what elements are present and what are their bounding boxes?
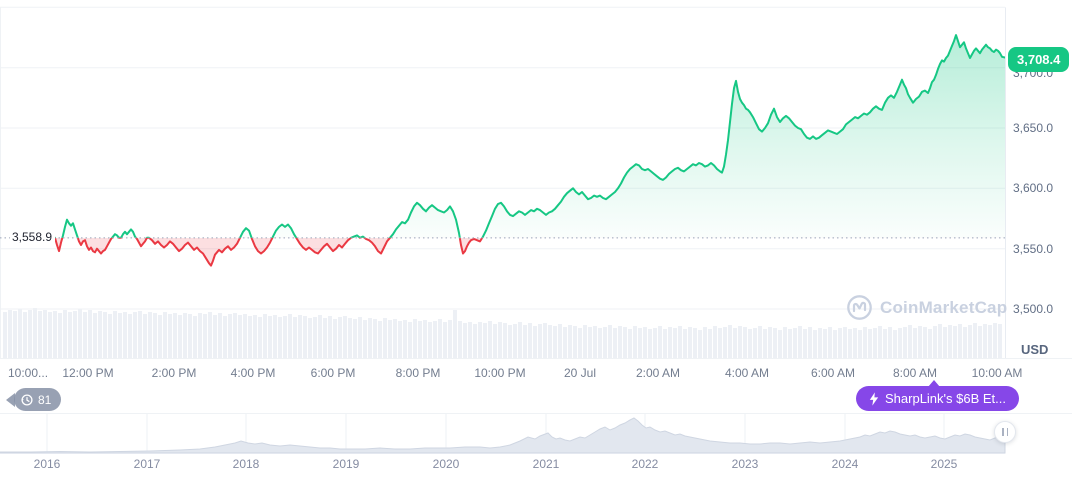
lightning-bolt-icon <box>869 391 879 406</box>
price-tick-label: 3,600.0 <box>1013 181 1054 196</box>
time-tick-label: 6:00 AM <box>810 366 856 380</box>
history-clock-icon <box>20 393 34 407</box>
year-tick-label[interactable]: 2022 <box>631 457 659 471</box>
time-tick-label: 10:00... <box>8 366 49 380</box>
watermark: CoinMarketCap <box>846 294 1007 321</box>
watermark-text: CoinMarketCap <box>880 297 1008 317</box>
news-label: SharpLink's $6B Et... <box>885 391 1006 406</box>
year-tick-label[interactable]: 2024 <box>831 457 859 471</box>
year-tick-label[interactable]: 2016 <box>33 457 61 471</box>
currency-label[interactable]: USD <box>1021 342 1049 357</box>
baseline-price-label: 3,558.9 <box>10 230 56 244</box>
year-tick-label[interactable]: 2025 <box>930 457 958 471</box>
year-tick-label[interactable]: 2020 <box>432 457 460 471</box>
time-tick-label: 12:00 PM <box>62 366 114 380</box>
price-tick-label: 3,550.0 <box>1013 241 1054 256</box>
time-tick-label: 10:00 AM <box>971 366 1023 380</box>
history-badge[interactable]: 81 <box>5 388 62 411</box>
time-tick-label: 2:00 AM <box>635 366 681 380</box>
history-count: 81 <box>38 392 52 407</box>
navigator-drag-handle[interactable] <box>994 421 1016 443</box>
year-tick-label[interactable]: 2018 <box>232 457 260 471</box>
time-tick-label: 2:00 PM <box>151 366 197 380</box>
price-tick-label: 3,650.0 <box>1013 121 1054 135</box>
time-tick-label: 6:00 PM <box>310 366 356 380</box>
time-tick-label: 8:00 PM <box>395 366 441 380</box>
time-tick-label: 4:00 PM <box>230 366 276 380</box>
news-badge[interactable]: SharpLink's $6B Et... <box>856 380 1019 411</box>
time-tick-label: 8:00 AM <box>892 366 938 380</box>
current-price-badge: 3,708.4 <box>1008 47 1070 72</box>
year-tick-label[interactable]: 2021 <box>532 457 560 471</box>
price-tick-label: 3,500.0 <box>1013 302 1054 316</box>
year-tick-label[interactable]: 2017 <box>133 457 161 471</box>
time-tick-label: 4:00 AM <box>724 366 770 380</box>
coinmarketcap-logo-icon <box>846 294 873 321</box>
time-tick-label: 10:00 PM <box>474 366 526 380</box>
year-tick-label[interactable]: 2019 <box>332 457 360 471</box>
year-tick-label[interactable]: 2023 <box>731 457 759 471</box>
time-tick-label: 20 Jul <box>563 366 597 380</box>
